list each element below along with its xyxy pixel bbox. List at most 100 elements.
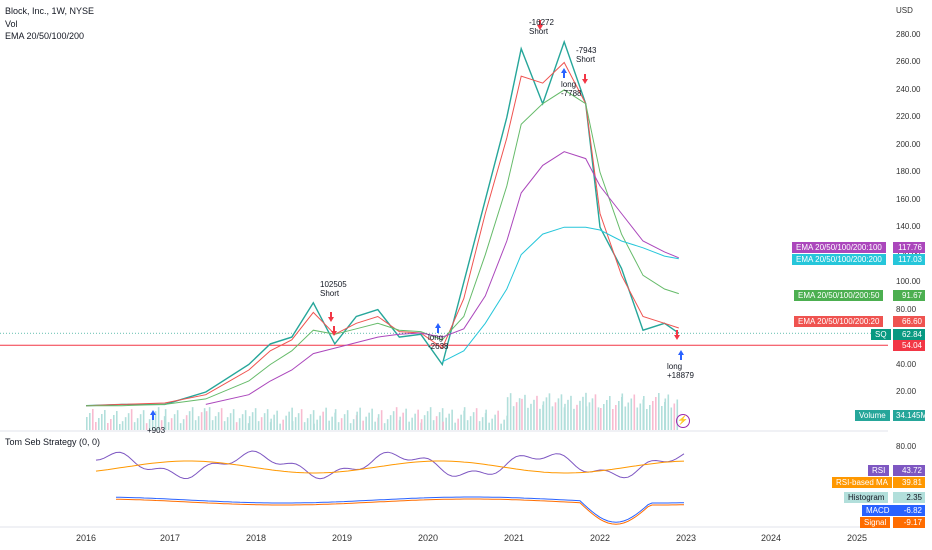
- time-tick-label: 2022: [589, 533, 611, 543]
- volume-bar: [551, 406, 554, 430]
- volume-bar: [591, 398, 594, 430]
- volume-bar: [441, 408, 444, 430]
- volume-bar: [273, 414, 275, 430]
- volume-bar: [494, 414, 496, 430]
- volume-bar: [658, 393, 660, 430]
- volume-bar: [503, 419, 505, 430]
- volume-bar: [380, 410, 383, 430]
- volume-bar: [423, 415, 426, 430]
- volume-bar: [95, 422, 97, 430]
- volume-bar: [356, 411, 358, 430]
- volume-bar: [402, 412, 404, 430]
- volume-bar: [208, 407, 211, 430]
- volume-bar: [438, 412, 441, 430]
- long-entry-arrow: [678, 350, 684, 360]
- volume-bar: [497, 410, 499, 430]
- volume-indicator-label[interactable]: Vol: [5, 19, 18, 29]
- volume-bar: [646, 409, 648, 430]
- volume-bar: [463, 407, 466, 430]
- volume-bar: [512, 406, 515, 430]
- volume-bar: [661, 406, 663, 430]
- volume-bar: [481, 417, 484, 430]
- volume-bar: [368, 412, 370, 430]
- volume-bar: [127, 413, 130, 430]
- annotation-long-2638: long -2638: [428, 333, 449, 351]
- volume-bar: [86, 417, 88, 430]
- volume-bar: [597, 407, 600, 430]
- volume-bar: [371, 408, 373, 430]
- volume-bar: [266, 409, 269, 430]
- symbol-tag-value: 62.84: [893, 329, 925, 340]
- volume-bar: [524, 394, 526, 430]
- volume-bar: [649, 405, 651, 430]
- volume-tag-value: 34.145M: [893, 410, 927, 421]
- volume-bar: [319, 415, 321, 430]
- volume-bar: [652, 401, 654, 430]
- volume-bar: [588, 402, 591, 430]
- volume-bar: [509, 393, 512, 430]
- volume-bar: [223, 421, 226, 430]
- volume-bar: [205, 411, 208, 430]
- volume-bar: [399, 416, 401, 430]
- time-tick-label: 2023: [675, 533, 697, 543]
- volume-bar: [530, 403, 532, 430]
- volume-bar: [226, 417, 229, 430]
- volume-bar: [282, 419, 284, 430]
- price-tick-label: 20.00: [896, 387, 917, 396]
- volume-bars: [86, 392, 679, 430]
- volume-bar: [395, 407, 398, 430]
- volume-bar: [539, 408, 541, 430]
- signal-tag-value: -9.17: [893, 517, 925, 528]
- volume-bar: [285, 415, 287, 430]
- symbol-title[interactable]: Block, Inc., 1W, NYSE: [5, 6, 95, 16]
- ema200-tag-value: 117.03: [893, 254, 925, 265]
- volume-bar: [130, 409, 133, 430]
- time-tick-label: 2018: [245, 533, 267, 543]
- price-tick-label: 280.00: [896, 30, 921, 39]
- strategy-label[interactable]: Tom Seb Strategy (0, 0): [5, 437, 101, 447]
- volume-bar: [157, 407, 160, 430]
- price-tick-label: 180.00: [896, 167, 921, 177]
- lightning-icon[interactable]: ⚡: [676, 414, 690, 428]
- annotation-long-7788: long -7788: [561, 80, 582, 98]
- volume-bar: [475, 408, 478, 430]
- volume-bar: [270, 418, 272, 430]
- volume-bar: [331, 416, 333, 430]
- signal-line: [115, 498, 684, 525]
- volume-bar: [229, 413, 232, 430]
- volume-bar: [521, 398, 523, 430]
- volume-bar: [454, 422, 456, 430]
- volume-bar: [151, 415, 154, 430]
- series-line-4: [442, 226, 679, 363]
- volume-bar: [124, 417, 127, 430]
- price-series: [85, 39, 680, 407]
- macd-tag-label: MACD: [862, 505, 894, 516]
- volume-bar: [263, 413, 266, 430]
- volume-bar: [121, 421, 124, 430]
- volume-bar: [536, 395, 538, 430]
- volume-bar: [460, 414, 462, 430]
- volume-bar: [466, 420, 469, 430]
- volume-bar: [291, 407, 293, 430]
- volume-bar: [110, 419, 112, 430]
- volume-bar: [386, 419, 389, 430]
- volume-bar: [612, 409, 614, 430]
- volume-bar: [560, 394, 563, 430]
- volume-bar: [451, 409, 453, 430]
- volume-bar: [352, 419, 355, 430]
- volume-bar: [176, 410, 179, 430]
- short-entry-arrow: [582, 74, 588, 84]
- volume-bar: [445, 417, 447, 430]
- volume-bar: [621, 393, 624, 430]
- volume-bar: [328, 420, 330, 430]
- volume-bar: [426, 411, 429, 430]
- volume-bar: [564, 403, 566, 430]
- volume-bar: [515, 402, 518, 430]
- volume-bar: [582, 396, 584, 430]
- volume-bar: [142, 410, 145, 430]
- ema-indicator-label[interactable]: EMA 20/50/100/200: [5, 31, 85, 41]
- volume-bar: [557, 398, 560, 430]
- price-tick-label: 140.00: [896, 222, 921, 232]
- volume-bar: [639, 403, 642, 430]
- volume-bar: [244, 410, 247, 430]
